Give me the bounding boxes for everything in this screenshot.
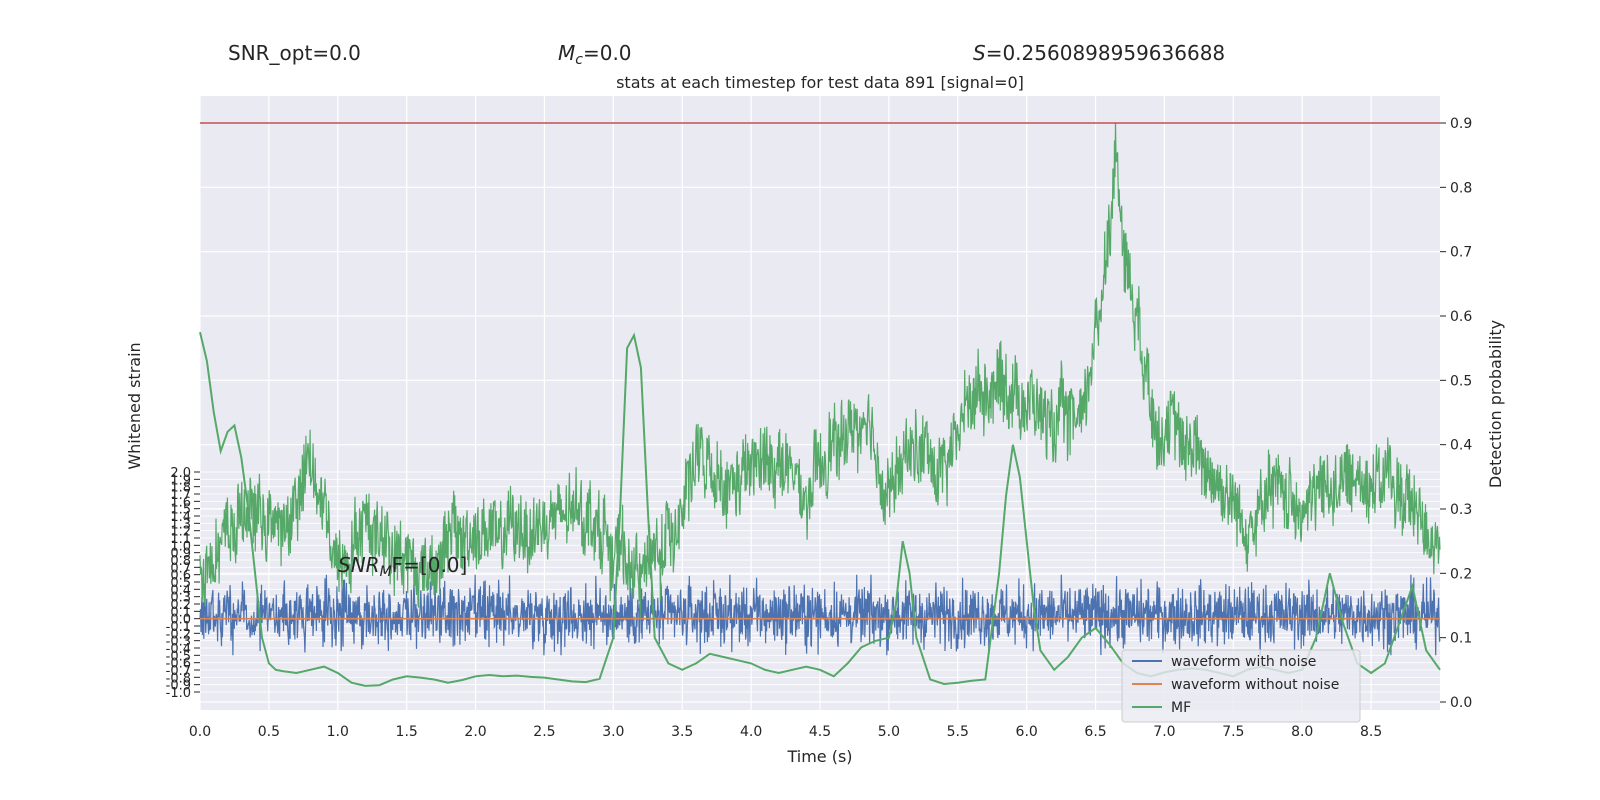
left-tick-9: -0.1	[166, 620, 191, 635]
x-tick-1: 0.5	[258, 724, 280, 740]
legend-label-mf: MF	[1171, 700, 1191, 716]
legend: waveform with noise waveform without noi…	[1121, 649, 1361, 723]
left-tick-15: 0.5	[170, 576, 191, 591]
left-tick-0: -1.0	[166, 686, 191, 701]
left-tick-14: 0.4	[170, 583, 191, 598]
x-axis-label: Time (s)	[786, 747, 852, 766]
left-tick-6: -0.4	[166, 642, 191, 657]
left-tick-26: 1.6	[170, 495, 191, 510]
left-tick-17: 0.7	[170, 561, 191, 576]
x-tick-8: 4.0	[740, 724, 762, 740]
x-axis-ticks: 0.0 0.5 1.0 1.5 2.0 2.5 3.0 3.5 4.0 4.5 5.0 5.5 6.0 6…	[189, 724, 1382, 740]
right-tick-5: 0.5	[1450, 373, 1472, 389]
series-waveform-with-noise	[199, 574, 1441, 656]
x-tick-6: 3.0	[602, 724, 624, 740]
left-tick-30: 2.0	[170, 466, 191, 481]
legend-box	[1121, 649, 1361, 723]
left-tick-10: 0.0	[170, 613, 191, 628]
left-tick-28: 1.8	[170, 481, 191, 496]
left-tick-22: 1.2	[170, 525, 191, 540]
right-tick-2: 0.2	[1450, 566, 1472, 582]
left-tick-20: 1.0	[170, 539, 191, 554]
left-tick-24: 1.4	[170, 510, 191, 525]
left-tick-13: 0.3	[170, 591, 191, 606]
chart-title: stats at each timestep for test data 891…	[616, 73, 1024, 92]
x-tick-0: 0.0	[189, 724, 211, 740]
left-tick-7: -0.3	[166, 635, 191, 650]
left-tick-21: 1.1	[170, 532, 191, 547]
left-tick-4: -0.6	[166, 657, 191, 672]
left-tick-5: -0.5	[166, 649, 191, 664]
x-tick-11: 5.5	[947, 724, 969, 740]
x-tick-2: 1.0	[327, 724, 349, 740]
right-tick-3: 0.3	[1450, 502, 1472, 518]
x-tick-3: 1.5	[396, 724, 418, 740]
right-axis-ticks: 0.0 0.1 0.2 0.3 0.4 0.5 0.6 0.7 0.8 0.9	[1440, 116, 1472, 711]
left-tick-8: -0.2	[166, 627, 191, 642]
left-tick-27: 1.7	[170, 488, 191, 503]
left-tick-11: 0.1	[170, 605, 191, 620]
left-tick-18: 0.8	[170, 554, 191, 569]
left-axis-label: Whitened strain	[125, 342, 144, 469]
series-layer	[199, 122, 1441, 687]
left-tick-16: 0.6	[170, 569, 191, 584]
x-tick-13: 6.5	[1084, 724, 1106, 740]
right-tick-1: 0.1	[1450, 631, 1472, 647]
left-axis-ticks: -1.0-0.9-0.8-0.7-0.6-0.5-0.4-0.3-0.2-0.1…	[166, 466, 200, 701]
x-tick-10: 5.0	[878, 724, 900, 740]
right-tick-9: 0.9	[1450, 116, 1472, 132]
left-tick-3: -0.7	[166, 664, 191, 679]
x-tick-17: 8.5	[1360, 724, 1382, 740]
right-tick-8: 0.8	[1450, 180, 1472, 196]
x-tick-7: 3.5	[671, 724, 693, 740]
left-tick-23: 1.3	[170, 517, 191, 532]
x-tick-15: 7.5	[1222, 724, 1244, 740]
series-detection-probability	[199, 122, 1441, 619]
snr-mf-annotation: SNRMF=[0.0]	[338, 553, 467, 580]
left-tick-2: -0.8	[166, 671, 191, 686]
right-tick-4: 0.4	[1450, 438, 1472, 454]
x-tick-12: 6.0	[1016, 724, 1038, 740]
left-tick-1: -0.9	[166, 679, 191, 694]
legend-label-noise: waveform with noise	[1171, 654, 1316, 670]
x-tick-16: 8.0	[1291, 724, 1313, 740]
right-axis-label: Detection probability	[1486, 320, 1505, 488]
right-tick-6: 0.6	[1450, 309, 1472, 325]
legend-label-clean: waveform without noise	[1171, 677, 1339, 693]
right-tick-0: 0.0	[1450, 695, 1472, 711]
x-tick-4: 2.0	[464, 724, 486, 740]
left-tick-19: 0.9	[170, 547, 191, 562]
x-tick-14: 7.0	[1153, 724, 1175, 740]
mc-label: Mc=0.0	[558, 41, 632, 68]
s-label: S=0.2560898959636688	[973, 41, 1225, 65]
right-tick-7: 0.7	[1450, 245, 1472, 261]
snr-opt-label: SNR_opt=0.0	[228, 41, 361, 65]
x-tick-5: 2.5	[533, 724, 555, 740]
left-tick-25: 1.5	[170, 503, 191, 518]
left-tick-12: 0.2	[170, 598, 191, 613]
x-tick-9: 4.5	[809, 724, 831, 740]
left-tick-29: 1.9	[170, 473, 191, 488]
